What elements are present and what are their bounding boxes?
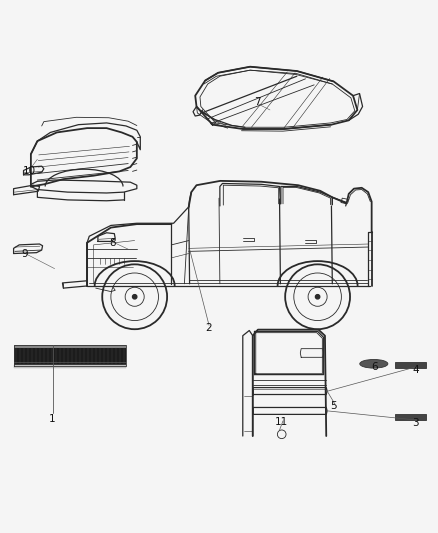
Circle shape	[315, 295, 320, 299]
Text: 9: 9	[21, 248, 28, 259]
Text: 5: 5	[330, 401, 337, 411]
Bar	[14, 365, 126, 368]
Text: 7: 7	[254, 97, 261, 107]
Circle shape	[133, 295, 137, 299]
Text: 4: 4	[413, 365, 419, 375]
Ellipse shape	[360, 359, 388, 368]
Text: 1: 1	[49, 414, 56, 424]
Bar	[396, 361, 426, 368]
Text: 2: 2	[205, 323, 212, 333]
Bar	[14, 345, 126, 366]
Bar	[14, 345, 126, 348]
Text: 3: 3	[413, 418, 419, 428]
Text: 10: 10	[23, 166, 36, 176]
Text: 6: 6	[371, 362, 378, 372]
Text: 8: 8	[110, 238, 117, 248]
Bar	[396, 414, 426, 420]
Text: 11: 11	[275, 417, 288, 427]
